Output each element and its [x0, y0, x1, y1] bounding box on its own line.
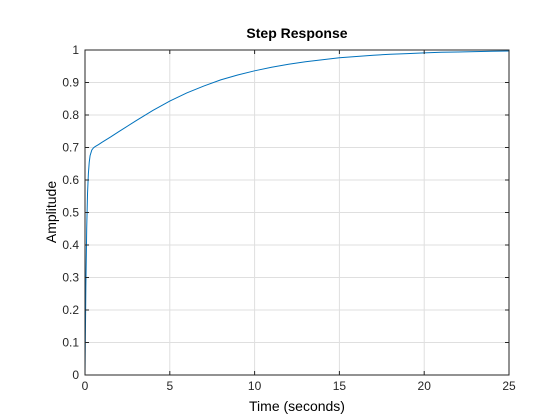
y-tick-label: 0.3	[62, 271, 79, 285]
y-tick-label: 0.8	[62, 108, 79, 122]
y-tick-label: 0.4	[62, 238, 79, 252]
y-tick-label: 0.6	[62, 173, 79, 187]
x-tick-label: 15	[333, 379, 347, 393]
y-tick-label: 0.5	[62, 206, 79, 220]
y-axis-label: Amplitude	[43, 181, 59, 243]
y-tick-label: 0.2	[62, 303, 79, 317]
y-tick-label: 1	[72, 43, 79, 57]
x-tick-label: 0	[82, 379, 89, 393]
x-tick-label: 5	[166, 379, 173, 393]
step-response-line	[84, 50, 510, 376]
ticks: 0 5 10 15 20 25 0 0.1 0.2 0.3 0.4 0.5 0.6 0.7 0.8 0.9 1	[62, 43, 516, 393]
x-axis-label: Time (seconds)	[249, 398, 345, 414]
chart-title: Step Response	[246, 25, 347, 41]
y-tick-label: 0	[72, 368, 79, 382]
series-group	[84, 50, 510, 376]
x-tick-label: 25	[502, 379, 516, 393]
x-tick-label: 20	[418, 379, 432, 393]
y-tick-label: 0.7	[62, 141, 79, 155]
x-tick-label: 10	[248, 379, 262, 393]
y-tick-label: 0.1	[62, 336, 79, 350]
y-tick-label: 0.9	[62, 76, 79, 90]
